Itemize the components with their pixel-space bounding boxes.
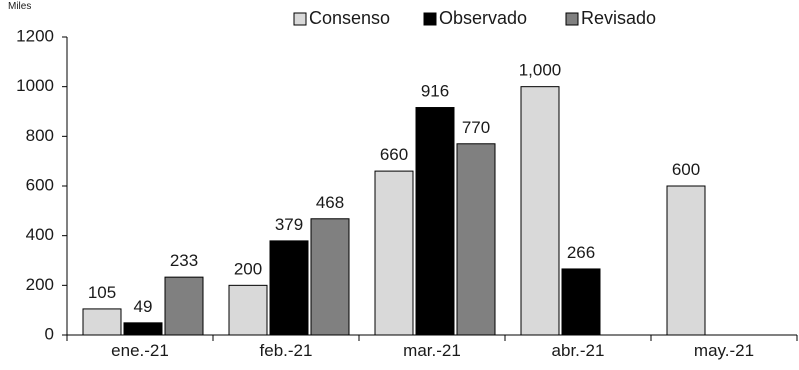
- bar-revisado: [310, 218, 350, 336]
- data-label: 1,000: [519, 61, 562, 80]
- legend-swatch-consenso: [293, 12, 307, 26]
- data-label: 379: [275, 215, 303, 234]
- data-label: 770: [462, 118, 490, 137]
- data-label: 105: [88, 283, 116, 302]
- legend-label-observado: Observado: [439, 8, 527, 28]
- legend-swatch-observado: [423, 12, 437, 26]
- bars: [82, 86, 706, 336]
- data-label: 660: [380, 145, 408, 164]
- legend-label-revisado: Revisado: [581, 8, 656, 28]
- x-tick-label: may.-21: [694, 341, 754, 360]
- bar-observado: [561, 268, 601, 336]
- bar-consenso: [82, 308, 122, 336]
- y-tick-label: 0: [45, 324, 54, 343]
- data-label: 200: [234, 259, 262, 278]
- data-label: 266: [567, 243, 595, 262]
- bar-observado: [123, 322, 163, 336]
- y-tick-label: 600: [26, 175, 54, 194]
- bar-consenso: [374, 170, 414, 336]
- y-tick-label: 800: [26, 126, 54, 145]
- x-tick-label: feb.-21: [260, 341, 313, 360]
- data-label: 916: [421, 82, 449, 101]
- data-label: 49: [134, 297, 153, 316]
- x-tick-label: mar.-21: [403, 341, 461, 360]
- bar-observado: [269, 240, 309, 336]
- y-unit-label: Miles: [8, 1, 31, 12]
- y-tick-label: 1000: [16, 76, 54, 95]
- data-label: 600: [672, 160, 700, 179]
- bar-consenso: [228, 284, 268, 336]
- legend: Consenso Observado Revisado: [293, 8, 656, 28]
- bar-consenso: [666, 185, 706, 336]
- y-tick-label: 400: [26, 225, 54, 244]
- x-tick-label: ene.-21: [111, 341, 169, 360]
- y-tick-label: 200: [26, 275, 54, 294]
- axes: 0 200 400 600 800 1000 1200 ene.-21 feb.-21 mar.-…: [16, 26, 798, 360]
- bar-observado: [415, 107, 455, 336]
- bar-revisado: [456, 143, 496, 336]
- data-label: 233: [170, 251, 198, 270]
- legend-swatch-revisado: [565, 12, 579, 26]
- bar-revisado: [164, 276, 204, 336]
- data-label: 468: [316, 193, 344, 212]
- legend-label-consenso: Consenso: [309, 8, 390, 28]
- bar-consenso: [520, 86, 560, 336]
- data-labels: 105 200 660 1,000 600 49 379 916 266 233 468 770: [88, 61, 700, 316]
- y-tick-label: 1200: [16, 26, 54, 45]
- x-tick-label: abr.-21: [552, 341, 605, 360]
